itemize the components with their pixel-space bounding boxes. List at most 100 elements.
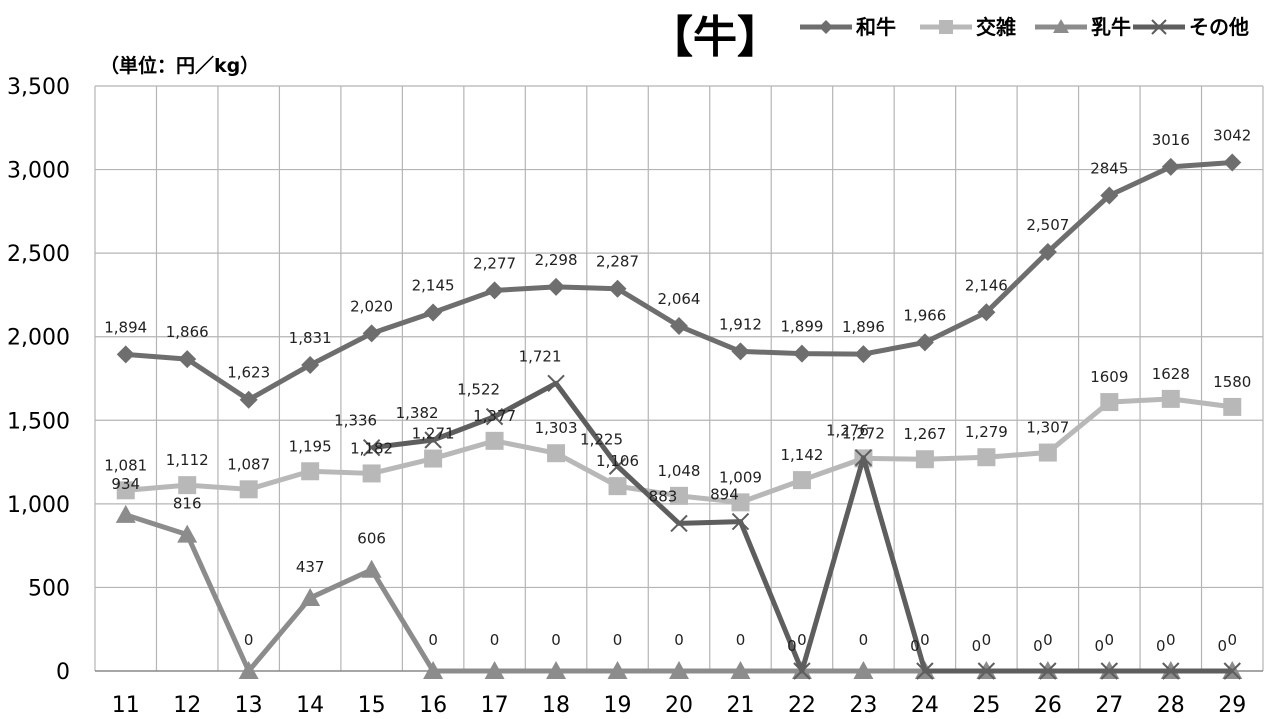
data-label: 1,142 (780, 446, 823, 464)
x-tick-label: 19 (604, 693, 632, 718)
x-tick-label: 29 (1218, 693, 1246, 718)
data-label: 2,145 (412, 276, 455, 294)
square-marker (424, 449, 443, 468)
data-label: 1,899 (780, 318, 823, 336)
data-label: 1,087 (227, 455, 270, 473)
data-label: 3042 (1213, 127, 1251, 145)
data-label: 0 (1105, 631, 1115, 649)
triangle-marker (669, 661, 689, 679)
data-label: 1,279 (965, 423, 1008, 441)
diamond-marker (792, 344, 811, 363)
diamond-marker (670, 317, 688, 336)
x-marker (608, 457, 627, 475)
x-marker (1162, 662, 1180, 680)
data-label: 0 (797, 631, 807, 649)
x-marker (1151, 19, 1167, 35)
diamond-marker (239, 390, 258, 409)
x-tick-label: 11 (112, 693, 140, 718)
series-4 (362, 374, 1241, 680)
legend-label: その他 (1189, 15, 1249, 39)
data-label: 1,623 (227, 364, 270, 382)
data-label: 0 (551, 631, 561, 649)
data-label: 1,112 (166, 451, 209, 469)
x-marker (977, 662, 996, 680)
x-marker (670, 514, 688, 533)
data-label: 0 (982, 631, 992, 649)
triangle-marker (484, 661, 505, 679)
x-tick-label: 22 (788, 693, 816, 718)
grid (94, 85, 1264, 672)
square-marker (608, 477, 627, 496)
x-tick-label: 24 (911, 693, 939, 718)
data-label: 1,267 (903, 425, 946, 443)
data-label: 1,303 (535, 419, 578, 437)
data-label: 1,382 (396, 404, 439, 422)
data-label: 2845 (1090, 159, 1128, 177)
data-label: 1,081 (104, 456, 147, 474)
square-marker (547, 444, 566, 463)
square-marker (178, 476, 197, 495)
diamond-marker (424, 303, 443, 322)
data-label: 0 (859, 631, 869, 649)
legend-label: 交雑 (976, 15, 1016, 39)
data-label: 1,009 (719, 468, 762, 486)
data-label: 1,272 (842, 424, 885, 442)
triangle-marker (730, 661, 751, 679)
data-label: 883 (649, 487, 678, 505)
triangle-marker (546, 661, 567, 679)
x-marker (1100, 662, 1119, 680)
y-tick-label: 2,500 (7, 242, 70, 267)
triangle-marker (177, 524, 198, 543)
data-label: 1,225 (580, 430, 623, 448)
y-tick-label: 1,000 (7, 493, 70, 518)
diamond-marker (731, 342, 750, 361)
triangle-marker (853, 661, 874, 679)
diamond-marker (362, 324, 381, 343)
diamond-marker (485, 281, 504, 300)
data-label: 1,894 (104, 318, 147, 336)
data-label: 0 (1033, 637, 1043, 655)
square-marker (670, 486, 688, 505)
diamond-marker (1223, 153, 1242, 172)
square-marker (1100, 393, 1119, 412)
data-label: 0 (1043, 631, 1053, 649)
data-labels: 1,894 1,866 1,623 1,831 2,020 2,145 2,277 2,298… (104, 127, 1251, 655)
data-label: 1,195 (289, 437, 332, 455)
x-marker (362, 438, 381, 457)
triangle-marker (607, 661, 628, 679)
x-tick-label: 17 (481, 693, 509, 718)
chart-title: 【牛】 (649, 12, 781, 63)
data-label: 3016 (1152, 131, 1190, 149)
data-label: 0 (244, 631, 254, 649)
data-label: 0 (1156, 637, 1166, 655)
legend: 和牛 交雑 乳牛 その他 (800, 15, 1249, 39)
data-label: 0 (674, 631, 684, 649)
triangle-marker (115, 504, 136, 523)
x-tick-label: 27 (1095, 693, 1123, 718)
data-label: 1,912 (719, 315, 762, 333)
data-label: 437 (296, 558, 325, 576)
y-tick-label: 2,000 (7, 326, 70, 351)
x-tick-label: 23 (849, 693, 877, 718)
diamond-marker (1100, 186, 1119, 205)
data-label: 1,307 (1026, 419, 1069, 437)
diamond-marker (819, 20, 833, 34)
triangle-marker (1053, 19, 1069, 33)
data-label: 1609 (1090, 368, 1128, 386)
x-tick-label: 12 (173, 693, 201, 718)
data-label: 1580 (1213, 373, 1251, 391)
data-label: 0 (1166, 631, 1176, 649)
data-label: 1,106 (596, 452, 639, 470)
y-tick-label: 3,000 (7, 159, 70, 184)
data-label: 2,507 (1026, 216, 1069, 234)
data-label: 1,831 (289, 329, 332, 347)
square-marker (362, 464, 381, 483)
series-2 (116, 389, 1242, 512)
x-marker (547, 374, 565, 393)
data-label: 0 (490, 631, 500, 649)
square-marker (1038, 443, 1057, 462)
square-marker (977, 448, 996, 467)
square-marker (731, 493, 750, 512)
square-marker (301, 462, 320, 481)
data-label: 816 (173, 495, 202, 513)
